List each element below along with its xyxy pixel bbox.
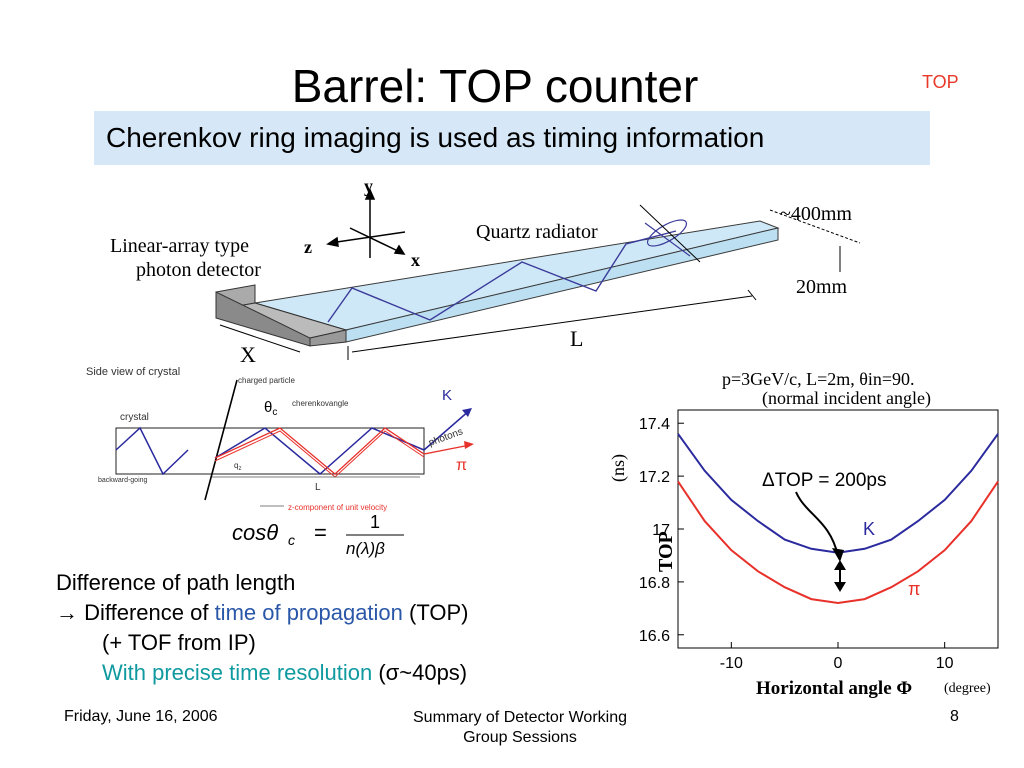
y-tick-label: 17.4 [639,416,670,433]
footer-title: Summary of Detector Working Group Sessio… [413,709,627,746]
kaon-label: K [442,387,452,404]
bullet-line-1: Difference of path length [56,570,296,595]
axes-icon [326,188,406,258]
y-tick-label: 16.8 [639,575,670,592]
backward-going-label: backward-going [98,477,148,484]
radiator-label: Quartz radiator [476,221,598,243]
bullet-list: Difference of path length → Difference o… [56,568,469,688]
x-dimension-label: X [240,342,256,367]
cherenkov-angle-label: cherenkovangle [292,399,349,408]
charged-particle-label: charged particle [238,376,295,385]
svg-text:1: 1 [370,512,380,532]
y-tick-label: 17.2 [639,469,670,486]
bullet-line-3: (+ TOF from IP) [102,630,256,655]
side-view-diagram: Side view of crystal charged particle cr… [86,366,474,558]
slide-title: Barrel: TOP counter [291,60,699,112]
footer-page-number: 8 [950,708,959,725]
bullet-line-2: → Difference of time of propagation (TOP… [56,600,469,625]
y-axis-unit: (ns) [608,454,629,482]
thickness-label: 20mm [796,276,848,298]
axis-z-label: z [304,237,312,257]
photon-detector-block [215,284,348,347]
cherenkov-cone [646,219,688,247]
footer-date: Friday, June 16, 2006 [64,708,218,725]
series-label-pion: π [908,579,920,599]
cherenkov-formula: cosθ c = 1 n(λ)β [232,512,404,558]
axis-y-label: y [364,176,373,196]
plot-params-line2: (normal incident angle) [762,388,931,409]
photon-zigzag [327,230,677,323]
detector-label-line1: Linear-array type [110,235,249,257]
z-component-label: z-component of unit velocity [288,503,387,512]
series-label-kaon: K [863,519,875,539]
axis-x-label: x [411,250,420,270]
crystal-box [115,427,425,475]
bullet-line-4: With precise time resolution (σ~40ps) [102,660,468,685]
x-axis-label: Horizontal angle Φ [756,678,912,699]
svg-text:c: c [288,532,295,548]
y-tick-label: 17 [652,522,670,539]
series-line-pion [677,480,999,605]
width-label: ~400mm [780,203,852,225]
x-axis-unit: (degree) [944,681,991,696]
subtitle-banner: Cherenkov ring imaging is used as timing… [94,111,930,165]
plot-frame [677,409,999,649]
charged-particle-track [204,379,238,501]
qz-label: qz [234,461,241,472]
y-tick-label: 16.6 [639,628,670,645]
theta-c-label: θc [264,399,277,418]
x-tick-label: 0 [834,655,843,672]
subtitle-text: Cherenkov ring imaging is used as timing… [106,122,765,153]
side-length-label: L [315,482,321,493]
x-tick-label: -10 [720,655,743,672]
detector-label-line2: photon detector [136,259,261,281]
svg-text:n(λ)β: n(λ)β [346,539,385,558]
y-axis-label: TOP [655,531,677,572]
plot-params-line1: p=3GeV/c, L=2m, θin=90. [722,369,915,389]
section-tag: TOP [922,72,959,92]
pion-label: π [456,457,467,474]
delta-top-label: ΔTOP = 200ps [762,470,886,491]
series-line-kaon [677,433,999,554]
x-tick-label: 10 [936,655,954,672]
crystal-label: crystal [120,412,149,423]
svg-text:cosθ: cosθ [232,520,278,545]
length-L-label: L [570,326,583,351]
side-view-title: Side view of crystal [86,366,180,378]
svg-text:=: = [314,520,327,545]
